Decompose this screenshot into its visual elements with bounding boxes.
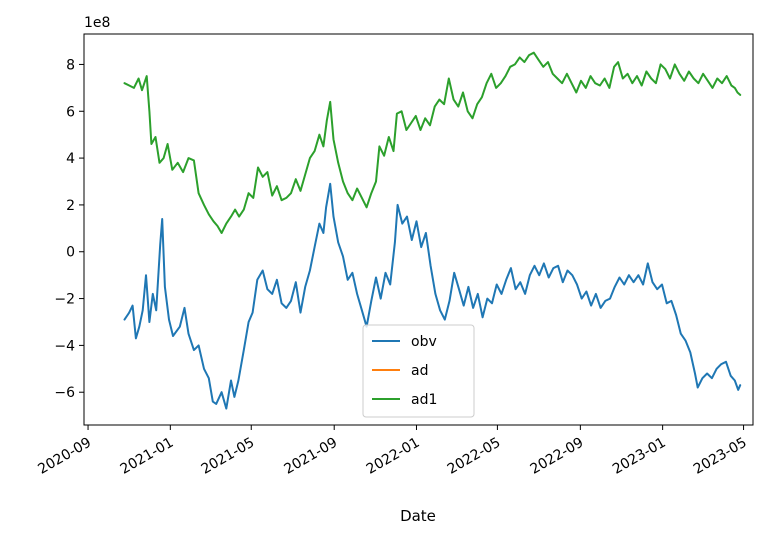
legend-label-ad: ad (411, 363, 428, 379)
series-line-ad1 (123, 51, 742, 234)
y-tick-label: 2 (66, 198, 75, 214)
plot-area-frame (83, 33, 754, 426)
y-tick-label: −6 (54, 385, 75, 401)
legend-box (362, 324, 475, 418)
y-offset-label: 1e8 (84, 15, 110, 31)
y-tick-label: 4 (66, 151, 75, 167)
y-tick-label: −2 (54, 292, 75, 308)
y-tick-label: 8 (66, 57, 75, 73)
x-axis-label: Date (400, 507, 436, 525)
y-tick-label: −4 (54, 338, 75, 354)
legend-label-obv: obv (411, 334, 437, 350)
y-tick-label: 6 (66, 104, 75, 120)
legend-label-ad1: ad1 (411, 392, 437, 408)
series-line-obv (123, 182, 742, 410)
series-layer (123, 51, 742, 410)
legend: obv ad ad1 (362, 324, 475, 418)
y-tick-label: 0 (66, 245, 75, 261)
